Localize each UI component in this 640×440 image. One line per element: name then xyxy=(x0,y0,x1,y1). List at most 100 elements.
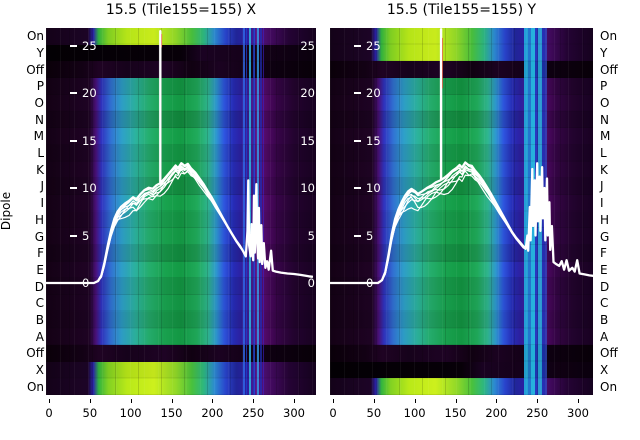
dipole-row-label-left-9: J xyxy=(40,179,44,194)
value-tick-label: 20 xyxy=(366,86,381,100)
dipole-row-label-left-3: P xyxy=(36,79,44,94)
dipole-row-label-left-20: X xyxy=(35,362,44,377)
dipole-row-label-left-0: On xyxy=(26,29,44,44)
dipole-row-label-left-21: On xyxy=(26,379,44,394)
value-tick-dash xyxy=(354,187,361,189)
dipole-row-label-left-6: M xyxy=(33,129,44,144)
value-tick-dash xyxy=(70,234,77,237)
dipole-row-label-left-12: G xyxy=(34,229,44,244)
dipole-row-label-left-1: Y xyxy=(36,46,44,61)
dipole-row-label-left-4: O xyxy=(34,96,44,111)
value-tick-label: 0 xyxy=(82,276,90,290)
x-axis-tick-label: 50 xyxy=(366,406,382,420)
value-tick-dash xyxy=(354,44,361,47)
value-tick-label: 0 xyxy=(366,276,374,290)
value-tick-label-right: 10 xyxy=(300,181,315,195)
dipole-row-label-right-10: I xyxy=(600,196,604,211)
x-axis-tick xyxy=(171,399,173,403)
heatmap-row-f-13 xyxy=(46,244,316,262)
x-axis-tick-label: 0 xyxy=(45,406,53,420)
dipole-row-label-right-16: C xyxy=(600,296,609,311)
value-tick-dash xyxy=(70,92,77,94)
value-tick-label-right: 0 xyxy=(307,276,315,290)
value-tick-label-right: 15 xyxy=(300,133,315,148)
dipole-row-label-right-14: E xyxy=(600,262,608,277)
dipole-row-label-left-8: K xyxy=(36,162,44,177)
x-axis-tick-label: 100 xyxy=(119,406,142,420)
heatmap-row-l-7 xyxy=(46,144,316,162)
value-tick-label: 10 xyxy=(82,181,97,195)
x-axis-tick-label: 300 xyxy=(567,406,589,420)
x-axis-tick-label: 50 xyxy=(82,406,98,420)
x-axis-tick-label: 300 xyxy=(283,406,305,420)
dipole-row-label-right-19: Off xyxy=(600,346,618,361)
heatmap-row-p-3 xyxy=(46,78,316,95)
value-tick-label: 5 xyxy=(82,228,90,243)
spectrum-trace-main xyxy=(330,161,593,285)
dipole-labels-right: On Y Off P O N M L K J I H G F E D C B A Off X On xyxy=(600,0,640,440)
x-axis-tick xyxy=(578,399,579,403)
dipole-row-label-right-8: K xyxy=(600,162,608,177)
value-tick-dash xyxy=(354,139,361,142)
heatmap-row-on-0 xyxy=(46,28,316,45)
dipole-row-label-right-17: B xyxy=(600,312,609,327)
heatmap-row-d-15 xyxy=(46,278,316,295)
x-axis-tick xyxy=(294,399,295,403)
heatmap-row-off-2 xyxy=(46,61,316,79)
dipole-row-label-right-5: N xyxy=(600,112,609,127)
heatmap-row-y-1 xyxy=(46,44,316,62)
dipole-row-label-left-11: H xyxy=(34,212,44,227)
value-tick-label: 5 xyxy=(366,228,374,243)
dipole-labels-left: On Y Off P O N M L K J I H G F E D C B A Off X On xyxy=(10,0,44,440)
value-tick-label: 10 xyxy=(366,181,381,195)
dipole-row-label-right-6: M xyxy=(600,129,611,144)
heatmap-row-n-5 xyxy=(46,111,316,129)
value-tick-dash xyxy=(354,92,361,94)
dipole-row-label-right-12: G xyxy=(600,229,610,244)
dipole-row-label-left-5: N xyxy=(35,112,44,127)
x-axis-tick xyxy=(212,399,214,403)
dipole-row-label-right-18: A xyxy=(600,329,609,344)
heatmap-row-b-17 xyxy=(46,311,316,329)
x-axis-tick xyxy=(373,399,375,403)
spectra-curves xyxy=(46,30,313,285)
dipole-row-label-right-20: X xyxy=(600,362,609,377)
dipole-row-label-left-16: C xyxy=(35,296,44,311)
heatmap-row-c-16 xyxy=(46,295,316,312)
dipole-row-label-right-3: P xyxy=(600,79,608,94)
dipole-row-label-left-7: L xyxy=(37,146,44,161)
x-axis-tick xyxy=(455,399,457,403)
value-tick-dash xyxy=(70,44,77,47)
heatmap-panel-y: 25 20 15 10 5 0 xyxy=(330,28,593,395)
x-axis-tick-label: 250 xyxy=(242,406,265,420)
value-tick-label: 15 xyxy=(366,133,381,148)
dipole-row-label-left-18: A xyxy=(35,329,44,344)
dipole-row-label-right-0: On xyxy=(600,29,618,44)
spectra-curves xyxy=(330,28,593,285)
value-tick-label: 15 xyxy=(82,133,97,148)
heatmap-row-x-20 xyxy=(46,361,316,379)
heatmap-row-a-18 xyxy=(46,328,316,346)
dipole-row-label-right-13: F xyxy=(600,246,607,261)
heatmap-row-e-14 xyxy=(46,261,316,279)
dipole-row-label-right-9: J xyxy=(600,179,604,194)
value-tick-label-right: 25 xyxy=(300,38,315,53)
dipole-row-label-left-2: Off xyxy=(26,62,44,77)
dipole-row-label-left-13: F xyxy=(37,246,44,261)
value-tick-label: 25 xyxy=(82,38,97,53)
x-axis-tick-label: 0 xyxy=(329,406,337,420)
x-axis-tick-label: 200 xyxy=(201,406,224,420)
spectrum-trace-main xyxy=(46,162,313,285)
value-tick-dash xyxy=(70,187,77,189)
heatmap-row-o-4 xyxy=(46,94,316,112)
value-tick-label-right: 5 xyxy=(307,228,315,243)
dipole-row-label-left-19: Off xyxy=(26,346,44,361)
dipole-row-label-left-10: I xyxy=(40,196,44,211)
x-axis-tick-label: 150 xyxy=(444,406,467,420)
value-tick-dash xyxy=(70,139,77,142)
dipole-row-label-right-11: H xyxy=(600,212,610,227)
x-axis-tick xyxy=(253,399,255,403)
x-axis-tick-label: 150 xyxy=(160,406,183,420)
value-tick-label: 25 xyxy=(366,38,381,53)
